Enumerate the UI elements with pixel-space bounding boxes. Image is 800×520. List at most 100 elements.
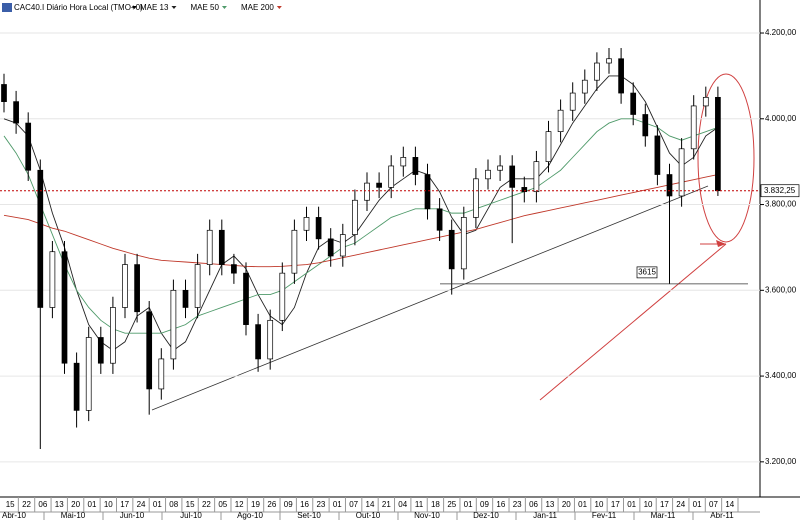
last-price-box — [760, 184, 800, 198]
x-month-label: Abr-11 — [710, 511, 734, 520]
x-day-label: 25 — [447, 500, 456, 509]
x-day-label: 17 — [611, 500, 620, 509]
instrument-icon — [2, 3, 12, 12]
x-month-label: Set-10 — [297, 511, 321, 520]
candle-body — [13, 101, 19, 124]
x-day-label: 01 — [627, 500, 636, 509]
candle-body — [134, 264, 140, 313]
x-day-label: 24 — [137, 500, 146, 509]
candle-body — [485, 169, 491, 180]
x-month-label: Jun-10 — [120, 511, 145, 520]
candle-body — [327, 238, 334, 257]
x-day-label: 16 — [496, 500, 505, 509]
x-month-label: Abr-10 — [2, 511, 27, 520]
annotation-box — [636, 266, 658, 279]
x-day-label: 15 — [6, 500, 15, 509]
candle-body — [557, 109, 564, 132]
legend-dropdown — [132, 6, 137, 9]
candle-body — [678, 148, 685, 197]
candle-body — [352, 199, 358, 235]
moving-average — [3, 75, 719, 351]
arrow-head — [716, 240, 726, 247]
candle-body — [630, 92, 637, 115]
candle-body — [448, 229, 455, 270]
candle-body — [146, 311, 153, 390]
candle-body — [618, 58, 624, 94]
x-day-label: 23 — [316, 500, 325, 509]
candle-body — [61, 251, 68, 364]
x-day-label: 17 — [660, 500, 669, 509]
candle-body — [1, 84, 7, 102]
candle-body — [85, 337, 92, 411]
y-tick-label: 3.400,00 — [765, 371, 797, 380]
candle-body — [521, 187, 528, 193]
moving-average — [3, 118, 719, 334]
x-day-label: 11 — [415, 500, 424, 509]
x-day-label: 09 — [284, 500, 293, 509]
candle-body — [339, 234, 346, 257]
x-day-label: 20 — [562, 500, 571, 509]
x-day-label: 24 — [676, 500, 685, 509]
x-day-label: 22 — [22, 500, 31, 509]
x-day-label: 09 — [480, 500, 489, 509]
candle-body — [73, 362, 80, 411]
candle-body — [497, 165, 503, 171]
x-day-label: 01 — [464, 500, 473, 509]
annotation-label: 3615 — [638, 267, 656, 276]
y-tick-label: 4.000,00 — [765, 114, 797, 123]
x-day-label: 12 — [235, 500, 244, 509]
x-day-label: 26 — [267, 500, 276, 509]
y-tick-label: 3.800,00 — [765, 200, 797, 209]
x-day-label: 21 — [382, 500, 391, 509]
candle-body — [533, 161, 540, 193]
x-day-label: 04 — [398, 500, 407, 509]
x-month-label: Mar-11 — [651, 511, 676, 520]
x-day-label: 01 — [88, 500, 97, 509]
x-day-label: 14 — [725, 500, 734, 509]
candle-body — [303, 217, 310, 231]
candle-body — [25, 122, 32, 171]
x-day-label: 01 — [693, 500, 702, 509]
candle-body — [436, 208, 443, 231]
y-tick-label: 3.600,00 — [765, 285, 797, 294]
x-day-label: 16 — [300, 500, 309, 509]
candle-body — [110, 307, 116, 364]
x-day-label: 10 — [644, 500, 653, 509]
x-day-label: 10 — [595, 500, 604, 509]
candle-body — [376, 182, 382, 188]
legend-entry: MAE 13 — [140, 3, 169, 12]
candle-body — [509, 165, 516, 188]
candle-body — [49, 251, 56, 308]
candle-body — [690, 105, 697, 150]
candle-body — [594, 62, 600, 81]
x-month-label: Dez-10 — [473, 511, 499, 520]
candle-body — [388, 165, 395, 188]
candle-body — [569, 92, 576, 111]
candle-body — [666, 174, 673, 197]
x-day-label: 07 — [349, 500, 358, 509]
candle-body — [194, 264, 201, 308]
candle-body — [424, 174, 431, 210]
candle-body — [158, 358, 165, 390]
candle-body — [315, 217, 322, 240]
candle-body — [267, 319, 274, 360]
legend-dropdown — [221, 6, 227, 9]
candle-body — [364, 182, 370, 201]
x-day-label: 19 — [251, 500, 260, 509]
candle-body — [473, 178, 479, 218]
y-tick-label: 3.200,00 — [765, 457, 797, 466]
candle-body — [460, 217, 467, 270]
x-day-label: 01 — [153, 500, 162, 509]
candle-body — [400, 157, 407, 167]
x-day-label: 06 — [529, 500, 538, 509]
candle-body — [37, 169, 44, 308]
legend: MAE 13 MAE 50 MAE 200 — [132, 3, 282, 12]
candle-body — [255, 324, 261, 360]
candle-body — [412, 157, 419, 175]
x-month-label: Jul-10 — [180, 511, 202, 520]
y-tick-label: 4.200,00 — [765, 28, 797, 37]
x-day-label: 18 — [431, 500, 440, 509]
x-day-label: 14 — [366, 500, 375, 509]
last-price-label: 3.832,25 — [764, 186, 796, 195]
